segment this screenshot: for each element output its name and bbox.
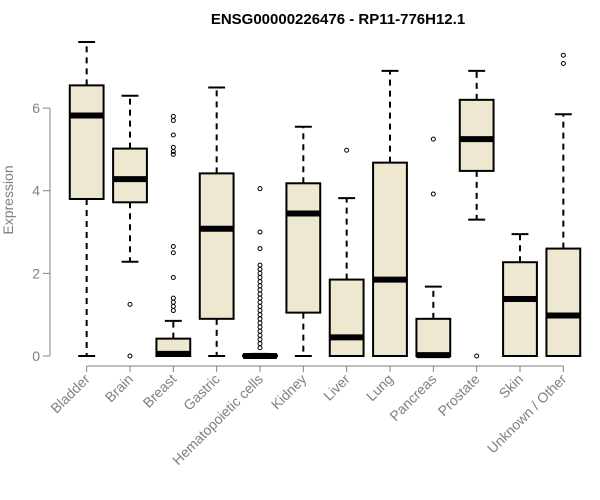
outlier-point bbox=[170, 250, 176, 256]
outlier-point bbox=[430, 191, 436, 197]
outlier-point bbox=[257, 345, 263, 351]
x-tick-label: Unknown / Other bbox=[484, 371, 570, 457]
box bbox=[545, 247, 582, 357]
box-group bbox=[415, 136, 452, 359]
box bbox=[285, 182, 322, 314]
box-group bbox=[242, 186, 278, 359]
outlier-point bbox=[170, 132, 176, 138]
outlier-point bbox=[257, 246, 263, 252]
outlier-point bbox=[170, 144, 176, 150]
outlier-point bbox=[257, 186, 263, 192]
outlier-point bbox=[257, 336, 263, 342]
box bbox=[372, 161, 408, 357]
outlier-point bbox=[257, 270, 263, 276]
outlier-point bbox=[474, 353, 480, 359]
y-tick-label: 2 bbox=[32, 265, 40, 281]
outlier-point bbox=[170, 113, 176, 119]
y-tick-label: 4 bbox=[32, 183, 40, 199]
chart-title: ENSG00000226476 - RP11-776H12.1 bbox=[211, 11, 465, 28]
outlier-point bbox=[430, 136, 436, 142]
x-tick-label: Prostate bbox=[435, 371, 483, 419]
outlier-point bbox=[170, 148, 176, 154]
x-tick-label: Gastric bbox=[180, 371, 223, 414]
outlier-point bbox=[257, 275, 263, 280]
box-group bbox=[155, 113, 192, 357]
outlier-point bbox=[344, 147, 350, 153]
outlier-point bbox=[257, 262, 263, 268]
outlier-point bbox=[170, 275, 176, 280]
outlier-point bbox=[560, 52, 566, 58]
outlier-point bbox=[127, 301, 133, 307]
outlier-point bbox=[170, 308, 176, 314]
outlier-point bbox=[127, 353, 133, 359]
box bbox=[198, 172, 235, 320]
box-group bbox=[68, 41, 105, 357]
box bbox=[458, 98, 495, 172]
outlier-point bbox=[257, 299, 263, 305]
outlier-point bbox=[257, 324, 263, 330]
outlier-point bbox=[257, 316, 263, 322]
box bbox=[68, 84, 105, 200]
outlier-point bbox=[257, 266, 263, 272]
box-group bbox=[458, 69, 495, 359]
outlier-point bbox=[560, 60, 566, 66]
x-tick-label: Skin bbox=[496, 371, 527, 402]
x-tick-label: Lung bbox=[363, 371, 396, 404]
box bbox=[502, 261, 538, 358]
plot-area bbox=[68, 41, 582, 359]
outlier-point bbox=[257, 332, 263, 338]
outlier-point bbox=[170, 151, 176, 157]
outlier-point bbox=[257, 229, 263, 235]
x-tick-label: Liver bbox=[320, 371, 353, 404]
outlier-point bbox=[170, 244, 176, 250]
box-group bbox=[198, 86, 235, 357]
outlier-point bbox=[257, 283, 263, 289]
y-tick-label: 0 bbox=[32, 348, 40, 364]
box bbox=[415, 317, 452, 358]
outlier-point bbox=[257, 308, 263, 314]
x-tick-label: Brain bbox=[102, 371, 136, 405]
x-tick-label: Breast bbox=[140, 371, 180, 411]
box bbox=[328, 278, 365, 358]
box-group bbox=[285, 125, 322, 357]
x-tick-label: Pancreas bbox=[386, 371, 439, 424]
x-tick-label: Kidney bbox=[268, 371, 310, 413]
box bbox=[112, 147, 148, 204]
outlier-point bbox=[257, 295, 263, 301]
y-axis-label: Expression bbox=[0, 165, 16, 234]
outlier-point bbox=[257, 328, 263, 334]
outlier-point bbox=[257, 341, 263, 347]
outlier-point bbox=[257, 287, 263, 293]
box-group bbox=[112, 94, 148, 359]
outlier-point bbox=[257, 312, 263, 318]
box-group bbox=[328, 147, 365, 358]
box-group bbox=[502, 233, 538, 358]
y-axis: 0 2 4 6 bbox=[32, 100, 51, 364]
outlier-point bbox=[257, 303, 263, 309]
y-tick-label: 6 bbox=[32, 100, 40, 116]
x-tick-label: Bladder bbox=[47, 371, 93, 417]
outlier-point bbox=[257, 291, 263, 297]
outlier-point bbox=[170, 295, 176, 301]
outlier-point bbox=[257, 279, 263, 285]
outlier-point bbox=[170, 303, 176, 309]
outlier-point bbox=[257, 320, 263, 326]
box-group bbox=[372, 69, 408, 357]
box-group bbox=[545, 52, 582, 357]
outlier-point bbox=[170, 299, 176, 305]
outlier-point bbox=[170, 118, 176, 123]
